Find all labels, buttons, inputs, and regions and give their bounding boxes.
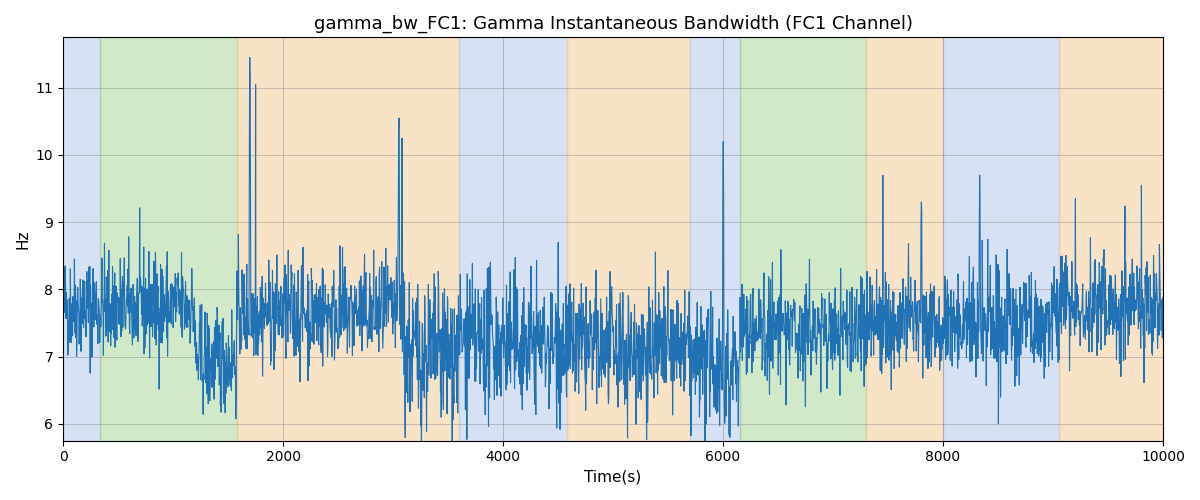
Bar: [64, 38, 101, 440]
Bar: [236, 38, 460, 440]
Bar: [739, 38, 866, 440]
Title: gamma_bw_FC1: Gamma Instantaneous Bandwidth (FC1 Channel): gamma_bw_FC1: Gamma Instantaneous Bandwi…: [313, 15, 912, 34]
Bar: [866, 38, 943, 440]
Bar: [1058, 38, 1163, 440]
Bar: [943, 38, 1058, 440]
Bar: [690, 38, 739, 440]
X-axis label: Time(s): Time(s): [584, 470, 642, 485]
Bar: [566, 38, 690, 440]
Y-axis label: Hz: Hz: [16, 230, 30, 249]
Bar: [101, 38, 236, 440]
Bar: [460, 38, 566, 440]
